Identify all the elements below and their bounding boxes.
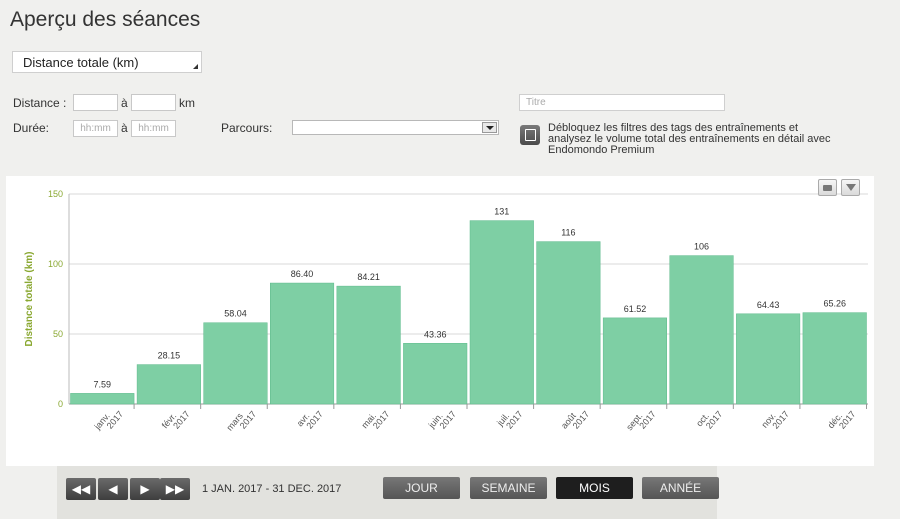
x-tick-label: mars2017	[224, 403, 258, 438]
bar-value-label: 61.52	[624, 304, 647, 314]
chevron-down-icon[interactable]	[482, 122, 497, 133]
bar-value-label: 7.59	[94, 379, 112, 389]
bar-value-label: 86.40	[291, 269, 314, 279]
y-axis-title: Distance totale (km)	[24, 251, 35, 346]
titre-input[interactable]: Titre	[519, 94, 725, 111]
bar	[203, 322, 268, 405]
bar	[336, 285, 401, 405]
x-tick-label: oct.2017	[694, 403, 724, 434]
premium-upsell-text: Débloquez les filtres des tags des entra…	[548, 122, 831, 156]
bar	[469, 220, 534, 405]
parcours-select[interactable]	[292, 120, 499, 135]
x-tick-label: août2017	[559, 403, 591, 436]
bar	[602, 317, 668, 405]
duree-min-input[interactable]: hh:mm	[73, 120, 118, 137]
x-tick-label: avr.2017	[295, 403, 325, 434]
bar-value-label: 84.21	[357, 272, 380, 282]
distance-max-input[interactable]	[131, 94, 176, 111]
premium-lock-icon[interactable]	[520, 125, 540, 145]
page-title: Aperçu des séances	[10, 8, 201, 31]
x-tick-label: mai.2017	[360, 403, 392, 436]
y-tick-label: 100	[48, 259, 63, 269]
distance-sep: à	[121, 96, 128, 110]
x-tick-label: janv.2017	[92, 403, 125, 438]
distance-min-input[interactable]	[73, 94, 118, 111]
next-period-button[interactable]: ▶	[130, 478, 160, 500]
x-tick-label: nov.2017	[759, 403, 790, 435]
bar	[802, 312, 867, 405]
duree-max-input[interactable]: hh:mm	[131, 120, 176, 137]
bar	[136, 364, 201, 405]
metric-select-value: Distance totale (km)	[23, 55, 139, 70]
bar-value-label: 43.36	[424, 329, 447, 339]
x-tick-label: juil.2017	[494, 403, 524, 434]
bar	[403, 343, 468, 405]
bar-value-label: 65.26	[823, 299, 846, 309]
y-tick-label: 50	[53, 329, 63, 339]
bar-value-label: 64.43	[757, 300, 780, 310]
duree-label: Durée:	[13, 121, 50, 135]
first-period-button[interactable]: ◀◀	[66, 478, 96, 500]
previous-period-button[interactable]: ◀	[98, 478, 128, 500]
dropdown-corner-icon	[193, 64, 198, 69]
bar	[270, 282, 335, 405]
view-month-button[interactable]: MOIS	[556, 477, 633, 499]
print-icon[interactable]	[818, 179, 837, 196]
bar-value-label: 116	[561, 228, 575, 238]
view-year-button[interactable]: ANNÉE	[642, 477, 719, 499]
y-tick-label: 0	[58, 399, 63, 409]
x-tick-label: févr.2017	[160, 403, 192, 436]
distance-label: Distance :	[13, 96, 67, 110]
last-period-button[interactable]: ▶▶	[160, 478, 190, 500]
distance-bar-chart: 0 50 100 150 Distance totale (km) 7.59 janv.20…	[24, 189, 868, 438]
bar-value-label: 58.04	[224, 309, 247, 319]
bar	[70, 393, 135, 405]
bar-value-label: 28.15	[158, 351, 181, 361]
y-tick-label: 150	[48, 189, 63, 199]
x-tick-label: juin.2017	[426, 403, 458, 436]
distance-unit: km	[179, 96, 195, 110]
metric-select[interactable]: Distance totale (km)	[12, 51, 202, 73]
x-tick-label: sept.2017	[624, 403, 658, 438]
bar	[536, 241, 601, 405]
duree-sep: à	[121, 121, 128, 135]
bar	[669, 255, 734, 405]
x-tick-label: déc.2017	[826, 403, 858, 436]
chart-panel: 0 50 100 150 Distance totale (km) 7.59 janv.20…	[6, 176, 874, 466]
date-range: 1 JAN. 2017 - 31 DEC. 2017	[202, 483, 342, 495]
bar-value-label: 131	[494, 207, 509, 217]
parcours-label: Parcours:	[221, 121, 273, 135]
view-day-button[interactable]: JOUR	[383, 477, 460, 499]
download-icon[interactable]	[841, 179, 860, 196]
bar-value-label: 106	[694, 242, 709, 252]
bar	[736, 313, 801, 405]
view-week-button[interactable]: SEMAINE	[470, 477, 547, 499]
